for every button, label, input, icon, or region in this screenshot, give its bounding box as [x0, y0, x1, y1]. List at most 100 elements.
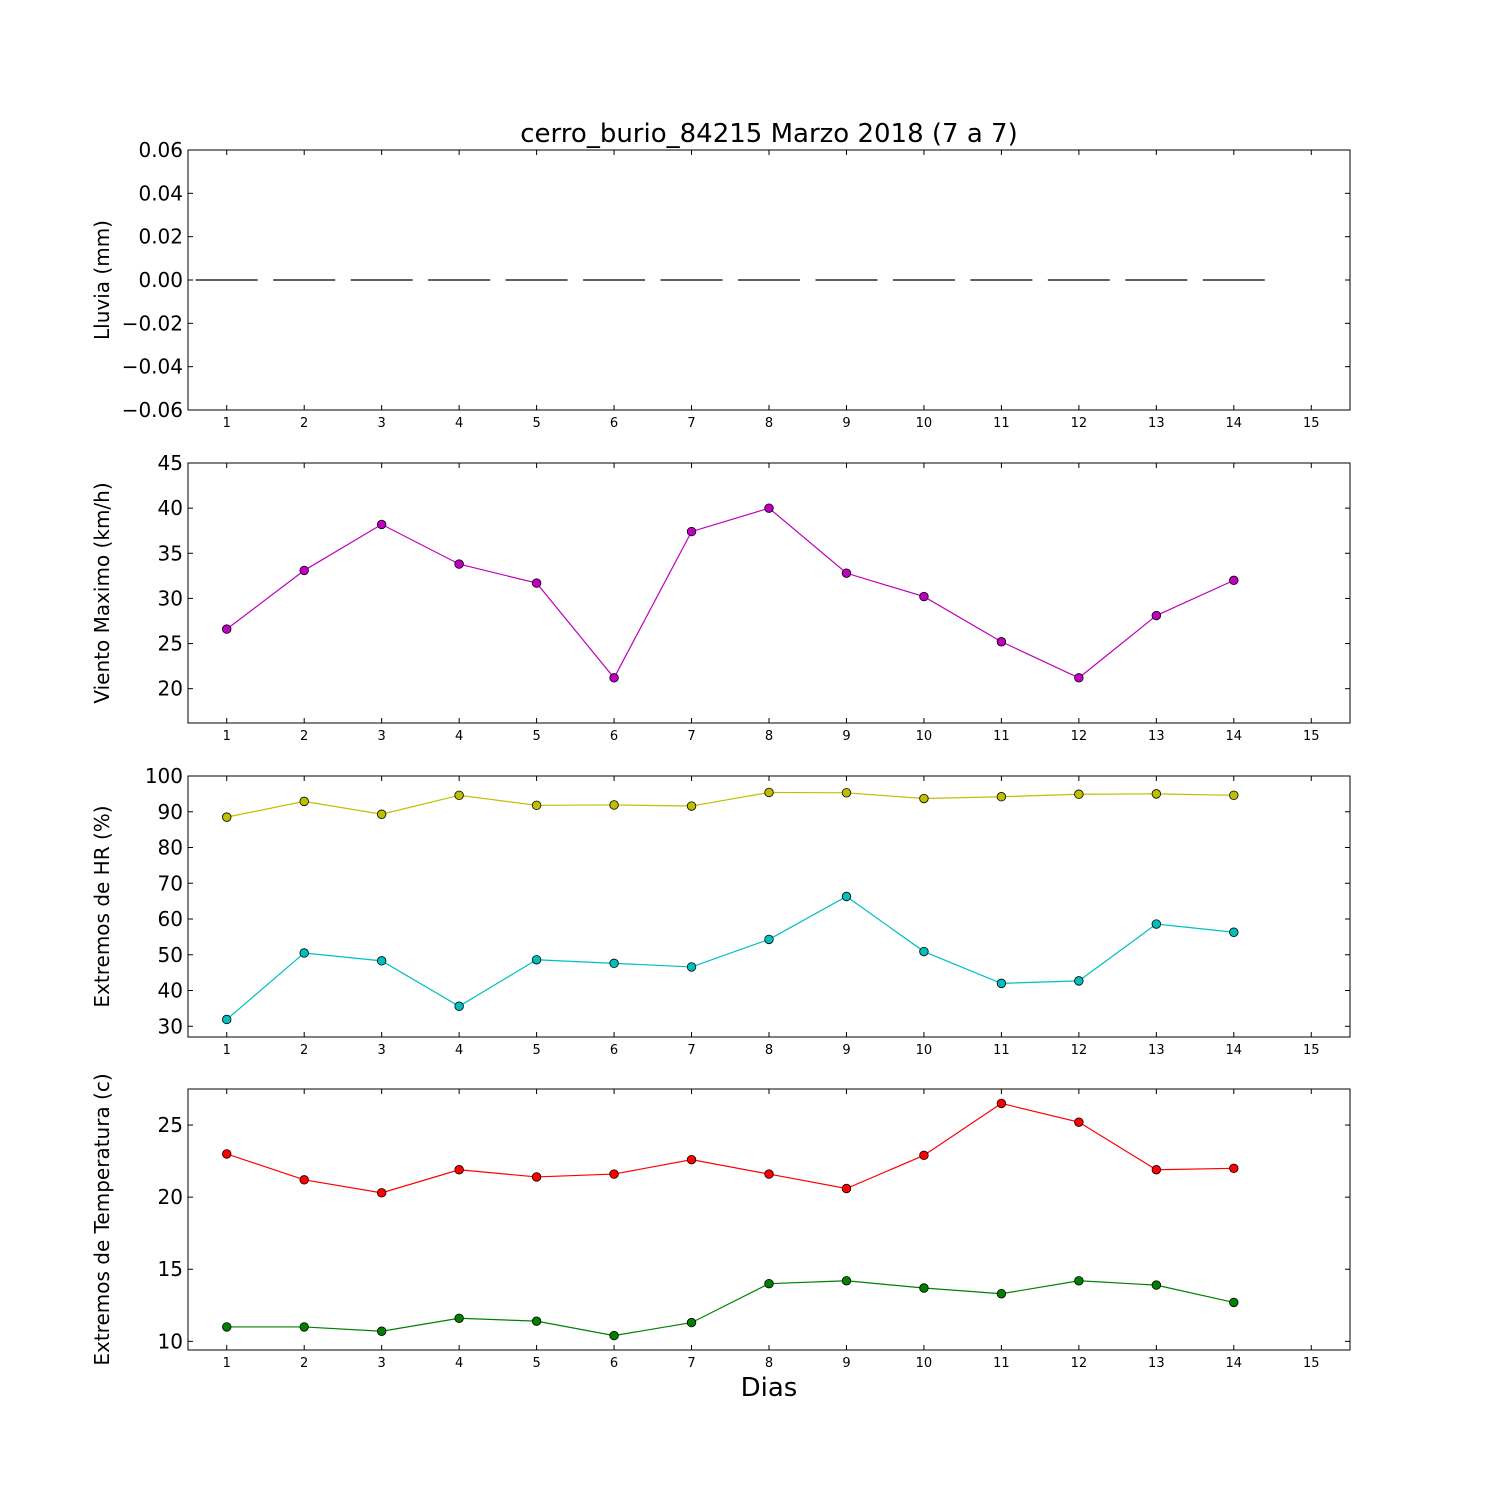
x-tick-label: 12 [1071, 1043, 1088, 1058]
y-tick-label: 20 [158, 677, 183, 701]
data-point [764, 1278, 774, 1289]
x-tick-label: 12 [1071, 729, 1088, 744]
data-point [1229, 927, 1239, 937]
data-point [1151, 610, 1162, 621]
x-tick-label: 9 [842, 729, 850, 744]
y-tick-label: 100 [145, 764, 183, 788]
y-tick-label: −0.06 [122, 398, 183, 422]
data-point [1229, 575, 1239, 586]
data-point [1074, 1276, 1084, 1286]
y-tick-label: 0.06 [138, 138, 183, 162]
data-point [1074, 789, 1084, 799]
x-tick-label: 6 [610, 729, 618, 744]
data-point [609, 1169, 619, 1179]
data-point [1229, 1163, 1239, 1174]
data-point [764, 934, 774, 945]
x-tick-label: 7 [687, 416, 695, 431]
x-tick-label: 12 [1071, 1356, 1088, 1371]
y-axis-label: Extremos de Temperatura (c) [90, 1073, 114, 1365]
x-tick-label: 10 [916, 729, 933, 744]
data-point [1074, 673, 1084, 683]
data-point [996, 978, 1007, 989]
y-axis-label: Viento Maximo (km/h) [90, 482, 114, 703]
x-tick-label: 2 [300, 729, 308, 744]
data-point [299, 948, 309, 958]
x-tick-label: 10 [916, 1043, 933, 1058]
x-tick-label: 2 [300, 1043, 308, 1058]
data-point [299, 796, 309, 807]
y-tick-label: 0.02 [138, 225, 183, 249]
data-point [609, 800, 619, 810]
x-tick-label: 12 [1071, 416, 1088, 431]
y-tick-label: 25 [158, 1113, 183, 1137]
x-tick-label: 10 [916, 1356, 933, 1371]
data-point [222, 624, 232, 634]
x-tick-label: 15 [1303, 729, 1320, 744]
data-point [299, 1322, 309, 1332]
x-tick-label: 3 [378, 729, 386, 744]
data-point [531, 1172, 542, 1182]
data-point [686, 526, 697, 537]
data-point [841, 1183, 852, 1194]
data-point [764, 503, 774, 513]
data-point [1151, 1280, 1162, 1290]
data-point [1074, 976, 1084, 986]
x-tick-label: 3 [378, 1356, 386, 1371]
subplot-2: 1 2 3 4 5 6 7 8 9 10 11 12 13 14 15202530354045Viento … [90, 451, 1351, 744]
data-point [1151, 789, 1162, 799]
x-tick-label: 15 [1303, 416, 1320, 431]
data-point [376, 956, 387, 966]
x-tick-label: 13 [1148, 1356, 1165, 1371]
data-point [1151, 919, 1162, 929]
x-tick-label: 7 [687, 1043, 695, 1058]
data-point [222, 1014, 232, 1025]
x-tick-label: 11 [993, 1043, 1010, 1058]
data-point [1074, 1117, 1084, 1127]
data-point [609, 673, 619, 683]
y-axis-label: Lluvia (mm) [90, 220, 114, 340]
y-tick-label: −0.04 [122, 355, 183, 379]
data-point [222, 1149, 232, 1159]
x-tick-label: 9 [842, 416, 850, 431]
y-tick-label: 35 [158, 541, 183, 565]
data-point [919, 591, 929, 602]
data-point [454, 559, 464, 569]
data-point [764, 1169, 774, 1179]
y-tick-label: 10 [158, 1329, 183, 1353]
data-point [531, 578, 542, 588]
x-tick-label: 3 [378, 416, 386, 431]
data-point [996, 1098, 1007, 1109]
data-point [609, 958, 619, 969]
y-tick-label: 0.00 [138, 268, 183, 292]
data-point [376, 1188, 387, 1198]
y-tick-label: 30 [158, 1014, 183, 1038]
data-point [454, 1313, 464, 1323]
chart-title: cerro_burio_84215 Marzo 2018 (7 a 7) [520, 119, 1017, 149]
series-line [226, 1280, 1234, 1337]
x-tick-label: 15 [1303, 1356, 1320, 1371]
data-point [531, 1316, 542, 1326]
y-tick-label: 50 [158, 943, 183, 967]
data-point [686, 801, 697, 811]
data-point [454, 1165, 464, 1175]
x-tick-label: 14 [1226, 1356, 1243, 1371]
data-point [1229, 790, 1239, 801]
data-point [996, 792, 1007, 802]
y-tick-label: 40 [158, 979, 183, 1003]
x-tick-label: 14 [1226, 1043, 1243, 1058]
data-point [376, 519, 387, 530]
x-tick-label: 11 [993, 416, 1010, 431]
data-point [996, 1289, 1007, 1299]
subplot-3: 1 2 3 4 5 6 7 8 9 10 11 12 13 14 1530405060708090100Ex… [90, 764, 1351, 1058]
data-point [376, 809, 387, 819]
data-point [919, 1283, 929, 1293]
data-point [686, 962, 697, 972]
data-point [531, 800, 542, 811]
data-point [609, 1330, 619, 1341]
x-tick-label: 1 [223, 729, 231, 744]
data-point [454, 1001, 464, 1011]
subplot-1: 1 2 3 4 5 6 7 8 9 10 11 12 13 14 15−0.06−0.04−0.020.00… [90, 138, 1351, 431]
x-tick-label: 10 [916, 416, 933, 431]
